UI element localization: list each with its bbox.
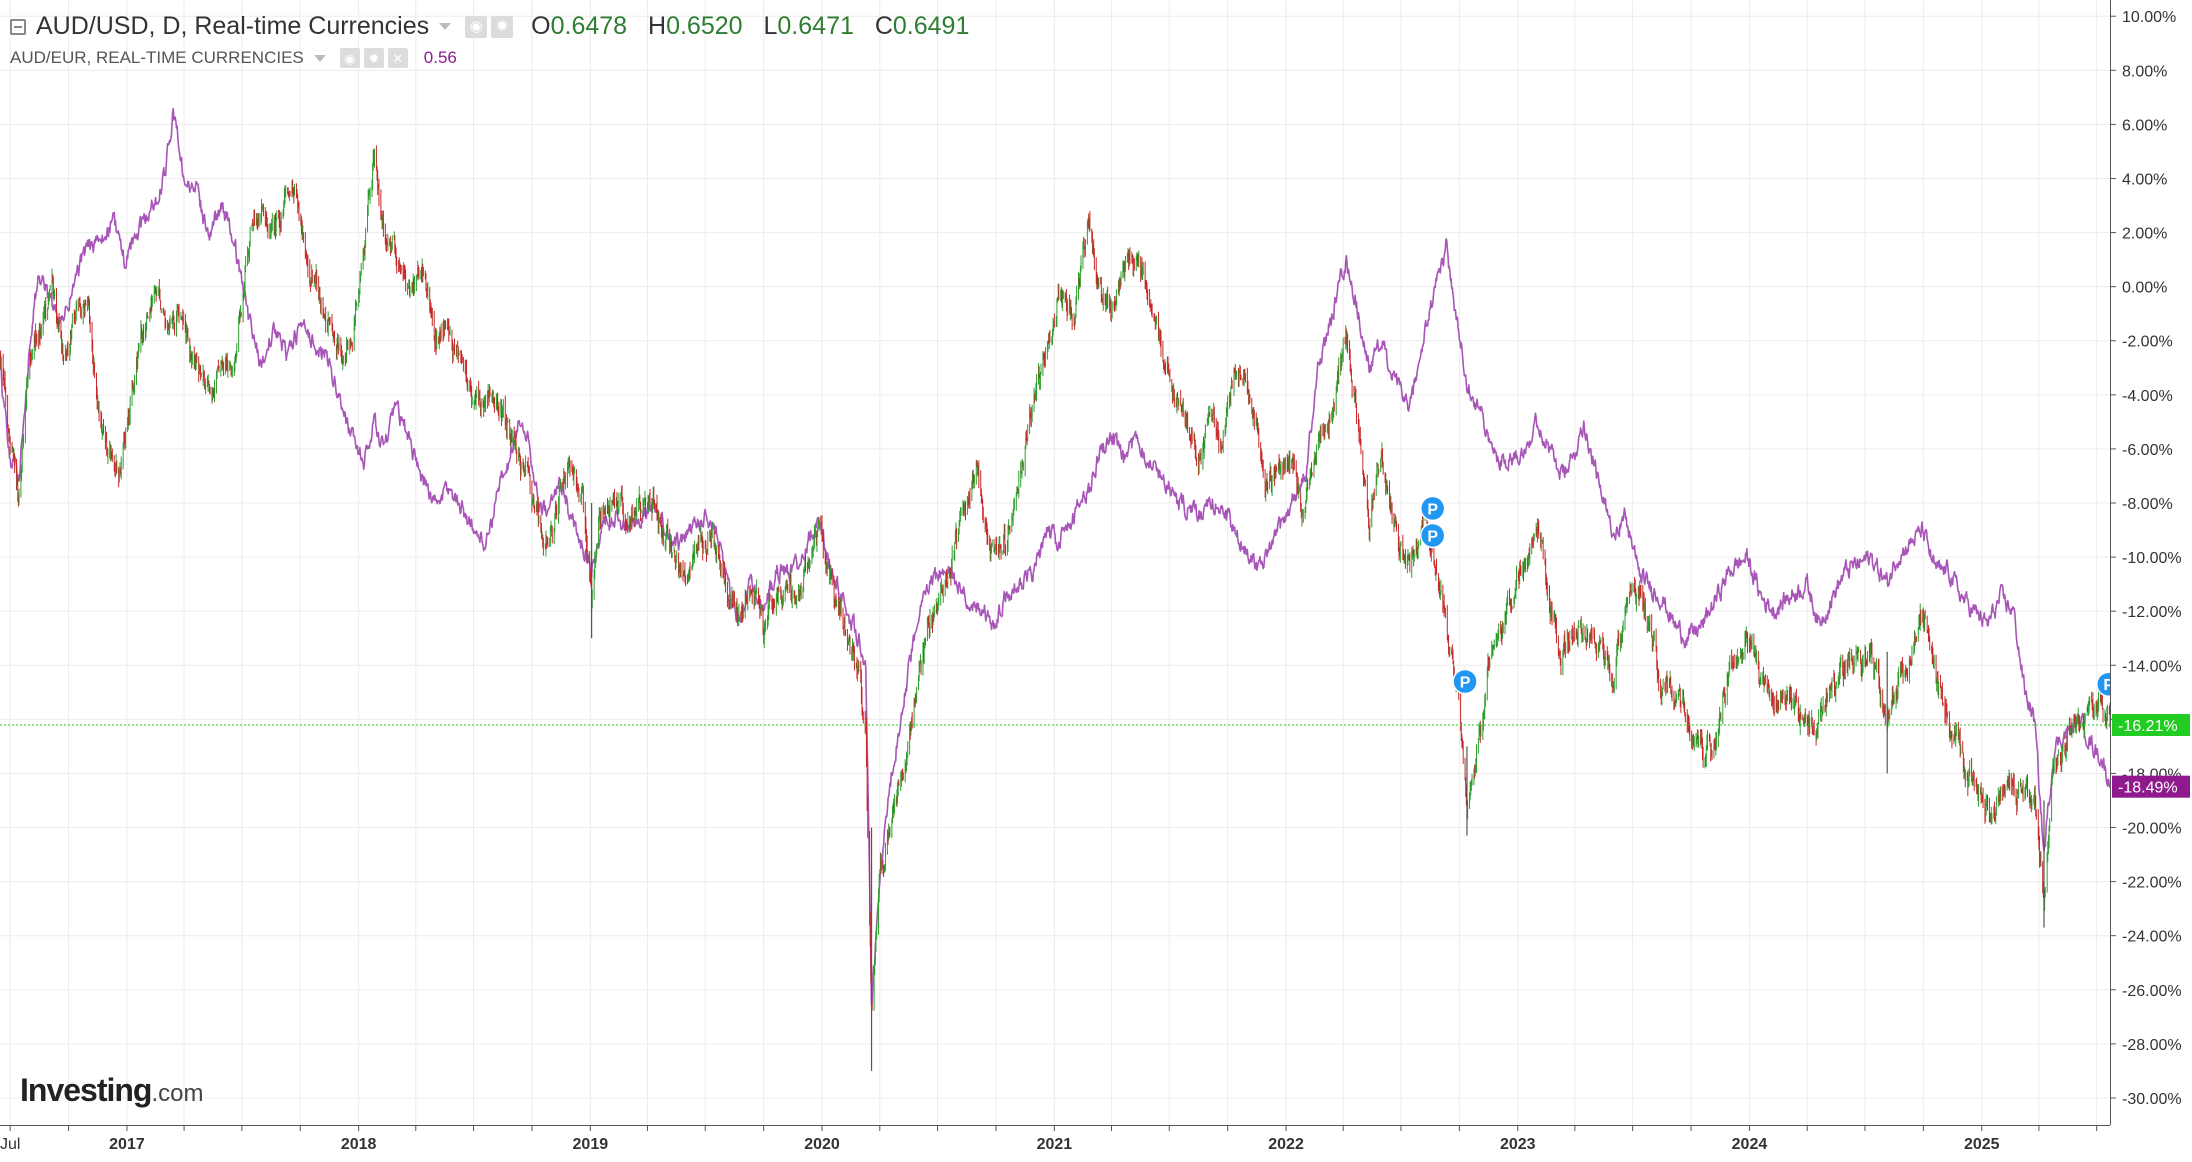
marker-circle <box>1419 522 1446 549</box>
investing-logo: Investing.com <box>20 1072 203 1109</box>
ohlc-high-value: 0.6520 <box>666 12 743 40</box>
compare-legend: AUD/EUR, REAL-TIME CURRENCIES ◉ ✹ ✕ 0.56 <box>10 48 457 68</box>
ohlc-open-key: O <box>531 12 551 40</box>
grid <box>0 0 2110 1125</box>
visibility-eye-icon[interactable]: ◉ <box>465 15 488 38</box>
ohlc-open-value: 0.6478 <box>550 12 628 40</box>
event-marker: P <box>1419 522 1446 549</box>
y-tick-label: -26.00% <box>2122 983 2182 1000</box>
ohlc-low-key: L <box>763 12 778 40</box>
x-tick-label: 2024 <box>1732 1136 1768 1153</box>
ohlc-close-key: C <box>874 12 893 40</box>
main-legend: AUD/USD, D, Real-time Currencies ◉ ✹ O0.… <box>10 12 983 41</box>
collapse-icon[interactable] <box>10 18 26 35</box>
y-tick-label: 4.00% <box>2122 171 2167 188</box>
symbol-title[interactable]: AUD/USD, D, Real-time Currencies <box>36 12 430 40</box>
y-tick-label: -6.00% <box>2122 442 2173 459</box>
ohlc-low-value: 0.6471 <box>777 12 854 40</box>
y-tick-label: 0.00% <box>2122 280 2167 297</box>
y-tick-label: -10.00% <box>2122 550 2182 567</box>
series-line-aud-eur <box>0 107 2111 1006</box>
y-tick-label: -2.00% <box>2122 334 2173 351</box>
y-tick-label: 10.00% <box>2122 9 2176 26</box>
time-axis-background <box>0 1125 2192 1157</box>
y-tick-label: -24.00% <box>2122 929 2182 946</box>
logo-suffix: .com <box>151 1080 204 1107</box>
y-tick-label: -30.00% <box>2122 1091 2182 1108</box>
y-tick-label: 2.00% <box>2122 226 2167 243</box>
settings-gear-icon[interactable]: ✹ <box>363 48 384 68</box>
x-tick-label: 2021 <box>1037 1136 1073 1153</box>
y-tick-label: -28.00% <box>2122 1037 2182 1054</box>
event-marker: P <box>1452 668 1478 695</box>
logo-brand: Investing <box>20 1072 152 1108</box>
x-tick-label: Jul <box>0 1136 20 1153</box>
badge-label: -16.21% <box>2118 718 2178 735</box>
marker-label: P <box>2103 677 2114 694</box>
y-tick-label: -8.00% <box>2122 496 2173 513</box>
y-tick-label: -22.00% <box>2122 875 2182 892</box>
x-tick-label: 2017 <box>109 1136 145 1153</box>
x-tick-label: 2025 <box>1964 1136 2000 1153</box>
series-candles-aud-usd <box>0 145 2111 1071</box>
badge-label: -18.49% <box>2118 780 2178 797</box>
x-tick-label: 2022 <box>1268 1136 1304 1153</box>
x-tick-label: 2018 <box>341 1136 377 1153</box>
y-tick-label: -14.00% <box>2122 658 2182 675</box>
y-tick-label: 8.00% <box>2122 63 2167 80</box>
marker-circle <box>1419 495 1446 522</box>
last-value-badge: -16.21% <box>2112 714 2190 737</box>
y-tick-label: -4.00% <box>2122 388 2173 405</box>
marker-circle <box>1452 668 1478 695</box>
ohlc-high-key: H <box>648 12 667 40</box>
close-icon[interactable]: ✕ <box>387 48 408 68</box>
chevron-down-icon[interactable] <box>439 23 452 30</box>
x-tick-label: 2020 <box>804 1136 840 1153</box>
visibility-eye-icon[interactable]: ◉ <box>339 48 360 68</box>
chevron-down-icon[interactable] <box>313 54 326 62</box>
ohlc-close-value: 0.6491 <box>892 12 970 40</box>
y-tick-label: -20.00% <box>2122 821 2182 838</box>
event-marker: P <box>1419 495 1446 522</box>
price-axis-background <box>2110 0 2192 1157</box>
badge-bg <box>2112 714 2190 737</box>
marker-label: P <box>1427 501 1438 518</box>
settings-gear-icon[interactable]: ✹ <box>491 15 514 38</box>
marker-label: P <box>1460 674 1471 691</box>
badge-bg <box>2112 775 2190 798</box>
x-tick-label: 2023 <box>1500 1136 1536 1153</box>
ohlc-values: O0.6478 H0.6520 L0.6471 C0.6491 <box>531 12 983 41</box>
marker-label: P <box>1427 528 1438 545</box>
compare-value: 0.56 <box>423 48 457 67</box>
compare-symbol-title[interactable]: AUD/EUR, REAL-TIME CURRENCIES <box>10 48 304 67</box>
time-axis: Jul 2017 2018 2019 2020 2021 2022 2023 2024 2025 <box>0 1125 2098 1153</box>
y-tick-label: 6.00% <box>2122 117 2167 134</box>
y-tick-label: -12.00% <box>2122 604 2182 621</box>
x-tick-label: 2019 <box>573 1136 609 1153</box>
last-value-badge: -18.49% <box>2112 775 2190 798</box>
